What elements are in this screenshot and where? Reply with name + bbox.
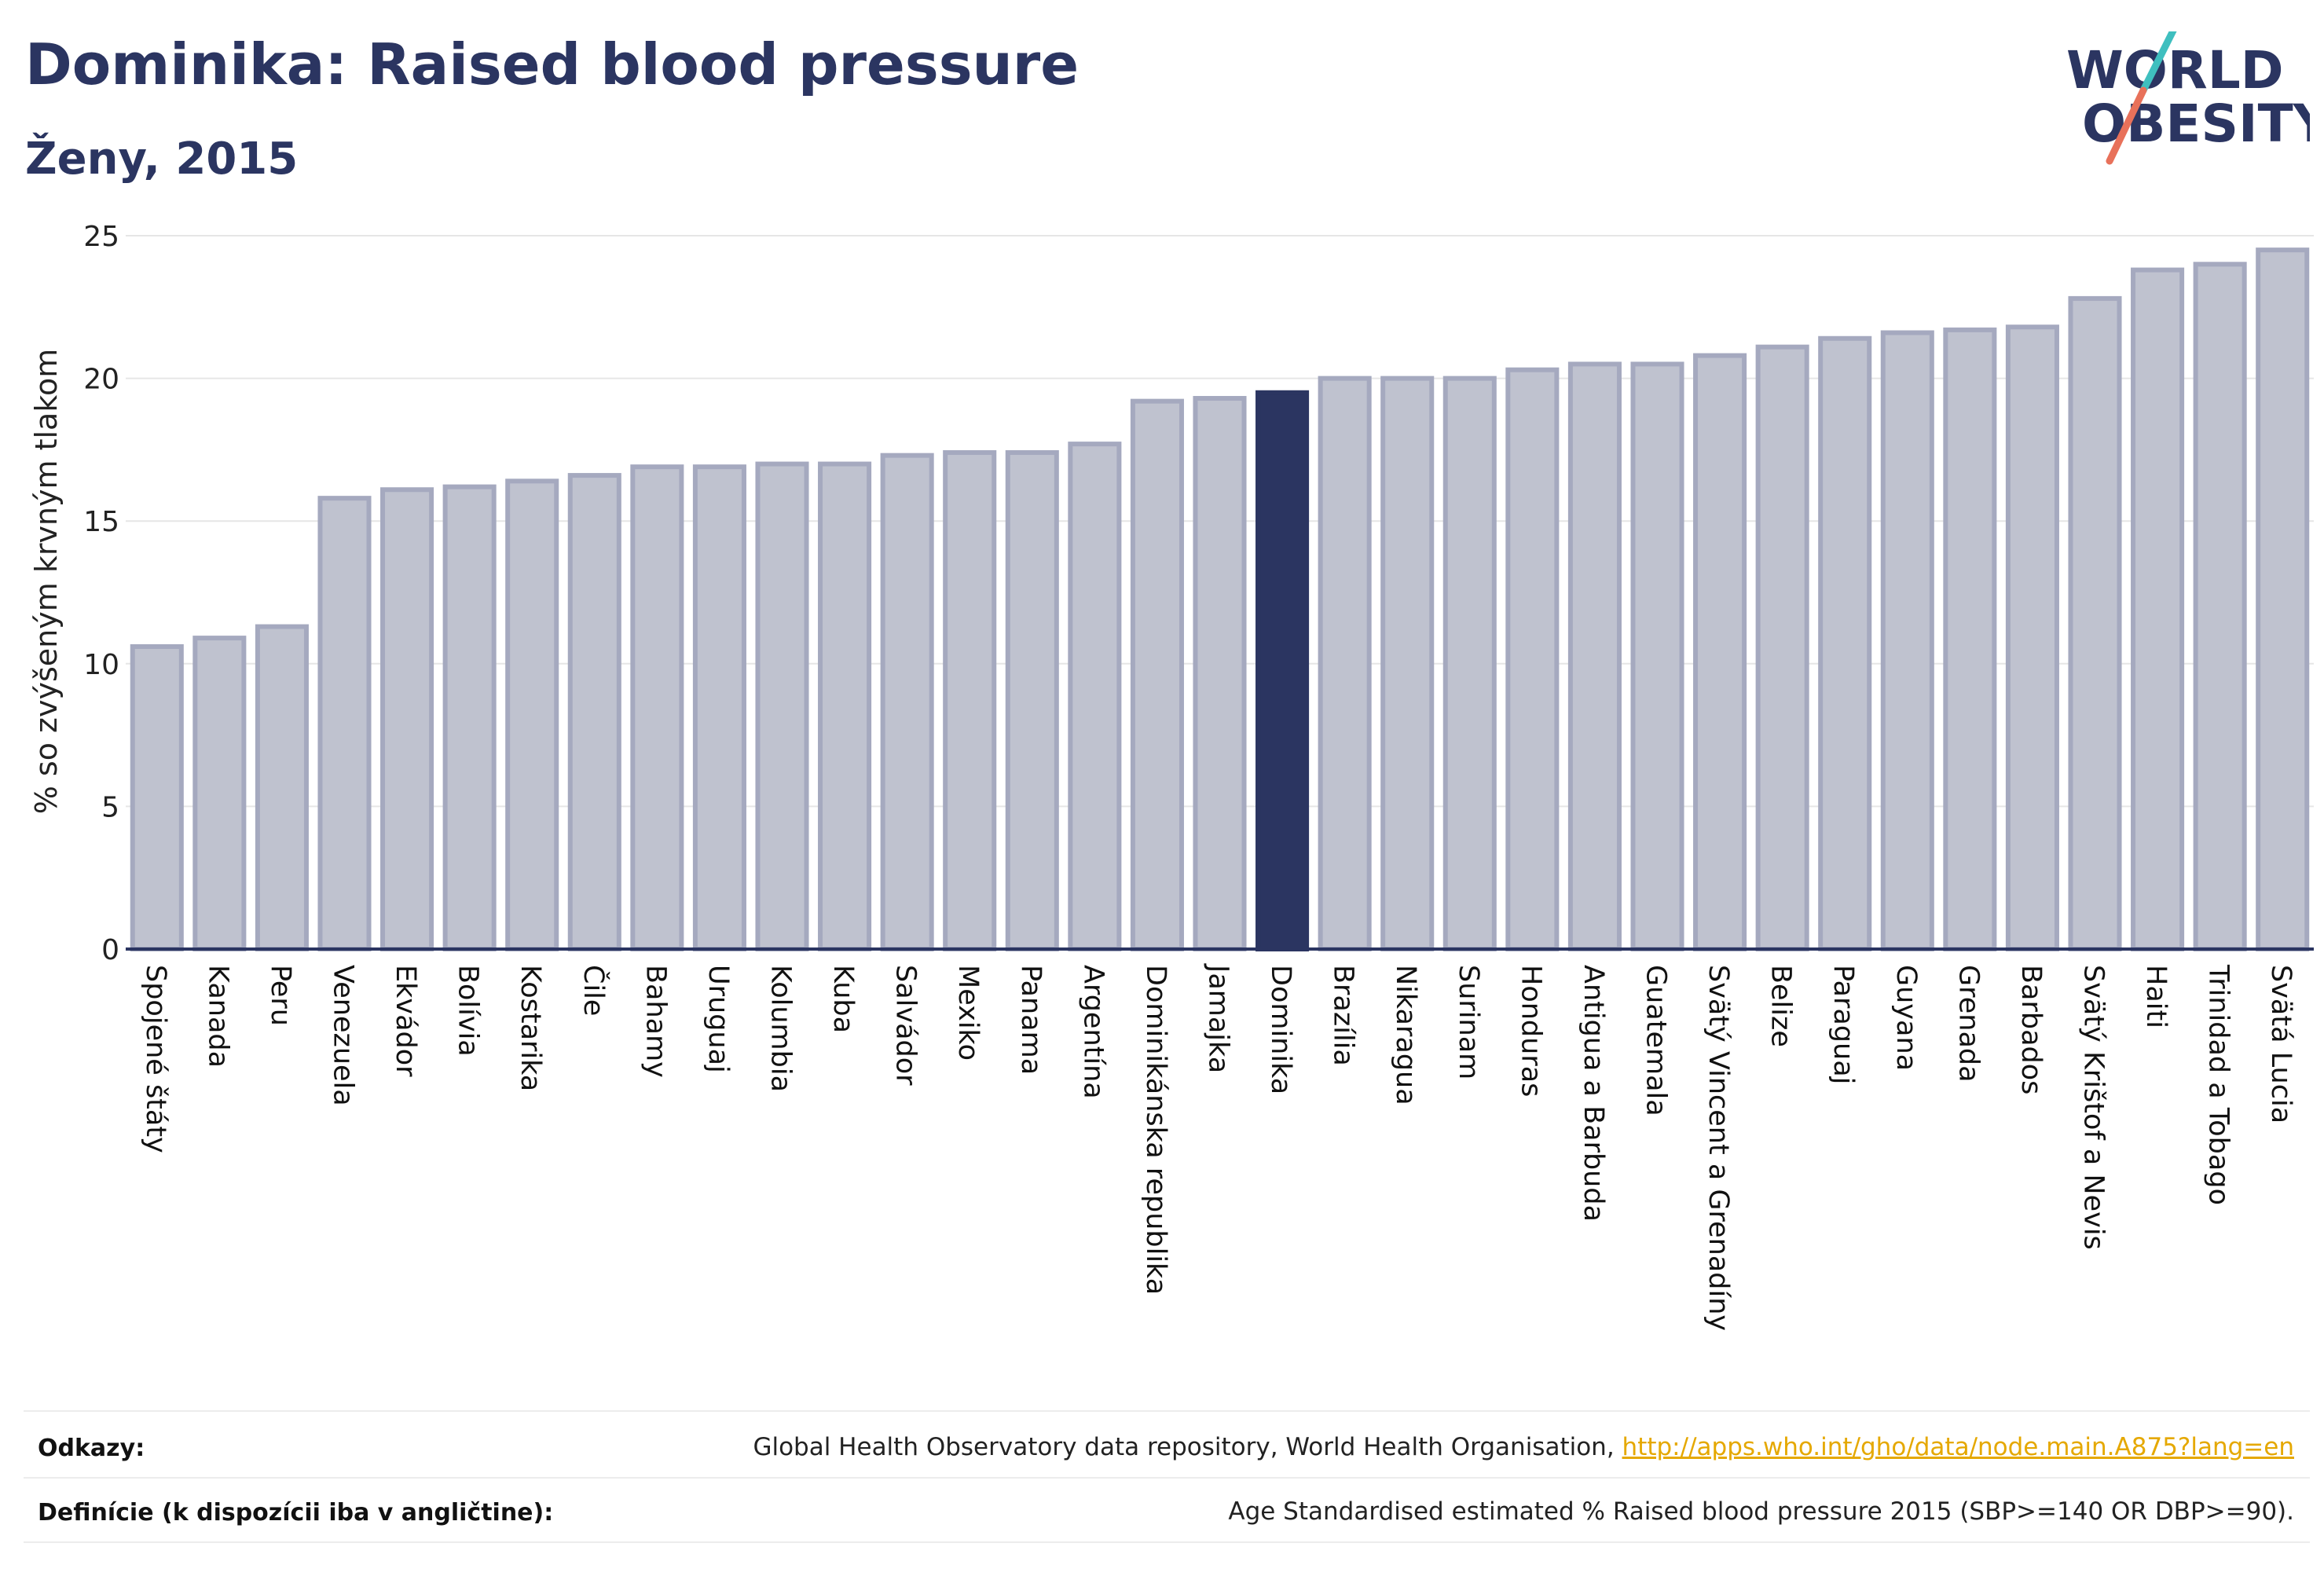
x-tick-label: Honduras	[1515, 965, 1546, 1097]
bar	[1193, 396, 1247, 951]
bar	[692, 464, 746, 951]
bar	[1318, 376, 1372, 952]
y-axis-label: % so zvýšeným krvným tlakom	[29, 349, 64, 815]
bar	[1005, 450, 1059, 951]
bar	[880, 453, 934, 951]
references-value: Global Health Observatory data repositor…	[753, 1433, 2294, 1461]
y-tick-label: 10	[83, 649, 119, 681]
footer-divider-top	[24, 1410, 2310, 1412]
bar	[317, 496, 372, 951]
x-tick-label: Guatemala	[1640, 965, 1672, 1116]
bar	[2005, 324, 2059, 951]
bar	[1442, 376, 1497, 952]
x-tick-label: Jamajka	[1203, 963, 1234, 1073]
references-text: Global Health Observatory data repositor…	[753, 1433, 1622, 1461]
bar	[1505, 367, 1560, 952]
bar	[630, 464, 684, 951]
x-tick-label: Belize	[1765, 965, 1797, 1047]
logo-slash-coral	[2106, 86, 2147, 165]
bar	[1630, 361, 1684, 951]
x-tick-label: Uruguaj	[702, 965, 734, 1073]
y-tick-label: 25	[83, 221, 119, 253]
logo-line1: WORLD	[2066, 40, 2284, 101]
footer-divider-middle	[24, 1477, 2310, 1479]
axis-layer: 0 5 10 15 20 25 Spojené štáty Kanada Peru Venezue…	[83, 221, 2314, 1331]
x-tick-label: Salvádor	[890, 965, 922, 1086]
x-tick-label: Bolívia	[453, 965, 484, 1057]
bar	[1693, 353, 1747, 951]
x-tick-label: Barbados	[2015, 965, 2047, 1094]
x-tick-label: Brazília	[1328, 965, 1359, 1066]
chart-subtitle: Ženy, 2015	[25, 134, 299, 185]
x-tick-label: Panama	[1015, 965, 1047, 1075]
bar	[255, 624, 309, 951]
y-tick-label: 0	[101, 934, 119, 966]
bar	[1068, 442, 1122, 951]
bar	[818, 461, 872, 951]
x-tick-label: Haiti	[2140, 965, 2172, 1028]
x-tick-label: Argentína	[1077, 965, 1109, 1099]
bar	[380, 487, 434, 951]
x-tick-label: Venezuela	[328, 965, 359, 1106]
y-tick-label: 5	[101, 791, 119, 823]
bar	[755, 461, 809, 951]
bar	[567, 473, 621, 951]
x-tick-label: Surinam	[1453, 965, 1484, 1079]
x-tick-label: Svätý Vincent a Grenadíny	[1703, 965, 1734, 1331]
x-tick-label: Bahamy	[640, 965, 671, 1078]
bar	[505, 478, 559, 951]
bar	[2193, 262, 2247, 951]
bar	[192, 636, 247, 951]
bar	[1255, 390, 1310, 951]
bar	[1755, 344, 1809, 951]
x-tick-label: Kanada	[202, 965, 233, 1068]
x-tick-label: Spojené štáty	[140, 965, 171, 1153]
x-tick-label: Čile	[577, 965, 610, 1016]
x-tick-label: Guyana	[1890, 965, 1922, 1071]
y-tick-label: 15	[83, 506, 119, 538]
world-obesity-logo: WORLD OBESITY	[2066, 31, 2310, 165]
bar	[1880, 330, 1934, 952]
x-tick-label: Dominikánska republika	[1140, 965, 1171, 1295]
x-tick-label: Paraguaj	[1827, 965, 1859, 1084]
bar-chart: 0 5 10 15 20 25 Spojené štáty Kanada Peru Venezue…	[29, 221, 2314, 1331]
bar	[1567, 361, 1622, 951]
bar	[2131, 267, 2185, 952]
chart-title: Dominika: Raised blood pressure	[25, 31, 1080, 97]
footer-divider-bottom	[24, 1541, 2310, 1543]
definitions-label: Definície (k dispozícii iba v angličtine…	[38, 1499, 554, 1527]
logo-slash-teal	[2139, 31, 2177, 94]
x-tick-label: Antigua a Barbuda	[1578, 965, 1609, 1222]
x-tick-label: Dominika	[1265, 965, 1296, 1094]
definitions-value: Age Standardised estimated % Raised bloo…	[1228, 1497, 2294, 1526]
x-tick-label: Svätá Lucia	[2265, 965, 2297, 1123]
y-tick-label: 20	[83, 364, 119, 396]
bar	[1130, 398, 1184, 951]
x-tick-label: Grenada	[1952, 965, 1984, 1083]
x-tick-label: Svätý Krištof a Nevis	[2078, 965, 2110, 1250]
bar	[1818, 335, 1872, 951]
bar	[2256, 247, 2310, 952]
references-label: Odkazy:	[38, 1435, 145, 1462]
bar	[943, 450, 997, 951]
references-link[interactable]: http://apps.who.int/gho/data/node.main.A…	[1622, 1433, 2294, 1461]
bar	[442, 484, 497, 951]
x-tick-label: Kostarika	[515, 965, 546, 1091]
bar	[1380, 376, 1435, 952]
bar	[1943, 327, 1997, 951]
x-tick-label: Kolumbia	[765, 965, 797, 1092]
x-tick-label: Peru	[265, 965, 296, 1026]
x-tick-label: Ekvádor	[390, 965, 421, 1077]
x-tick-label: Mexiko	[952, 965, 984, 1061]
bars-layer	[130, 247, 2310, 952]
x-tick-label: Kuba	[827, 965, 859, 1033]
x-tick-label: Nikaragua	[1390, 965, 1421, 1105]
bar	[2068, 295, 2122, 951]
x-tick-label: Trinidad a Tobago	[2203, 964, 2234, 1205]
bar	[130, 644, 184, 951]
